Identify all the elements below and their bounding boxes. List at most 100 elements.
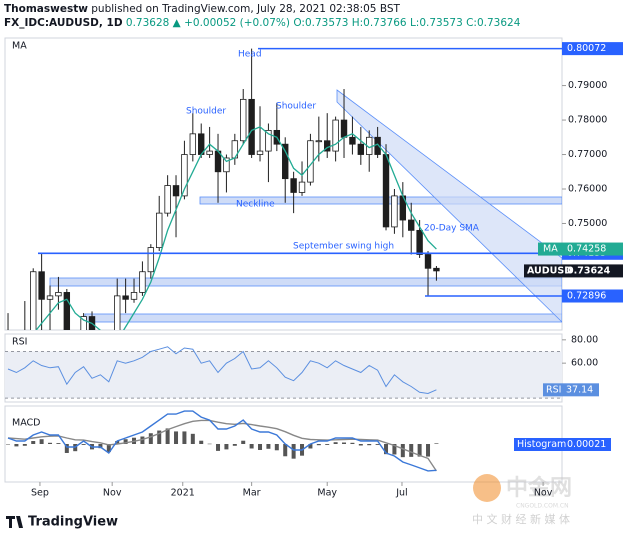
histogram-bar xyxy=(174,431,179,444)
candle-body xyxy=(290,178,297,193)
annotation: 20-Day SMA xyxy=(424,224,480,234)
close: C:0.73624 xyxy=(466,17,521,29)
histogram-bar xyxy=(123,439,128,444)
x-tick-label: Sep xyxy=(31,488,49,499)
candle-body xyxy=(408,219,415,231)
candle-body xyxy=(164,185,171,214)
histogram-bar xyxy=(31,441,36,444)
x-tick-label: Nov xyxy=(534,488,553,499)
histogram-bar xyxy=(182,431,187,444)
last-price-badge xyxy=(524,264,623,278)
candle-body xyxy=(63,292,71,330)
ma-badge-name: MA xyxy=(543,244,558,255)
price-pane xyxy=(4,37,563,331)
candle-body xyxy=(122,295,129,300)
change: ▲ +0.00052 (+0.07%) xyxy=(173,17,290,29)
histogram-bar xyxy=(81,444,86,445)
signal-line xyxy=(7,419,437,472)
histogram-bar xyxy=(224,444,229,450)
histogram-bar xyxy=(283,444,288,457)
histogram-bar xyxy=(350,442,355,444)
histogram-bar xyxy=(241,440,246,444)
candle-body xyxy=(189,133,197,155)
candle-body xyxy=(80,316,87,330)
rsi-badge xyxy=(543,383,599,397)
candle-body xyxy=(416,229,423,255)
x-tick-label: Jul xyxy=(395,488,407,499)
y-tick-label: 0.78000 xyxy=(568,115,607,126)
histogram-name: Histogram xyxy=(517,439,566,450)
histogram-bar xyxy=(266,444,271,449)
histogram-bar xyxy=(316,444,321,446)
lower-zone xyxy=(84,313,562,323)
histogram-bar xyxy=(39,439,44,444)
high: H:0.73766 xyxy=(352,17,407,29)
open: O:0.73573 xyxy=(293,17,348,29)
histogram-bar xyxy=(232,444,237,446)
support-zone xyxy=(49,277,562,287)
histogram-bar xyxy=(98,444,103,449)
histogram-bar xyxy=(22,444,27,446)
histogram-bar xyxy=(426,444,431,457)
header-symbol-line: FX_IDC:AUDUSD, 1D 0.73628 ▲ +0.00052 (+0… xyxy=(4,17,521,29)
candle-body xyxy=(5,341,11,348)
histogram-bar xyxy=(274,444,279,451)
candle-body xyxy=(223,157,230,173)
histogram-bar xyxy=(190,433,195,444)
histogram-bar xyxy=(342,442,347,444)
watermark-tagline: 中 文 财 经 新 媒 体 xyxy=(472,512,570,526)
histogram-bar xyxy=(392,444,397,455)
rsi-title: RSI xyxy=(12,337,27,348)
histogram-bar xyxy=(6,444,11,445)
candle-body xyxy=(391,195,398,228)
candle-body xyxy=(248,98,255,155)
level-badge xyxy=(562,42,623,56)
candle-body xyxy=(30,271,37,330)
last: 0.73628 xyxy=(126,17,169,29)
y-tick-label: 0.75000 xyxy=(568,218,607,229)
candle-body xyxy=(38,271,45,300)
histogram-bar xyxy=(409,444,414,457)
drawings xyxy=(49,89,562,323)
level-label: 0.72896 xyxy=(567,291,606,302)
histogram-bar xyxy=(333,442,338,444)
logo xyxy=(6,516,23,528)
rsi-badge-label: 37.14 xyxy=(566,384,593,395)
last-price-name: AUDUSD xyxy=(527,265,572,276)
histogram-bar xyxy=(291,444,296,459)
candle-body xyxy=(240,98,247,142)
rsi-tick-label: 80.00 xyxy=(571,334,598,345)
annotation: Shoulder xyxy=(276,102,316,112)
x-tick-label: 2021 xyxy=(171,488,195,499)
candle-body xyxy=(298,181,306,193)
y-tick-label: 0.79000 xyxy=(568,80,607,91)
histogram-bar xyxy=(106,444,111,453)
macd-title: MACD xyxy=(12,418,40,429)
histogram-value-box xyxy=(566,438,611,451)
histogram-bar xyxy=(325,444,330,445)
level-badge xyxy=(562,289,623,303)
histogram-label: 0.00021 xyxy=(567,439,606,450)
candle-body xyxy=(172,185,180,197)
histogram-bar xyxy=(358,444,363,446)
watermark-site: CNGOLD.COM.CN xyxy=(516,503,569,510)
candle-body xyxy=(256,150,264,155)
macd-line xyxy=(7,410,437,472)
annotation: September swing high xyxy=(293,242,394,252)
ma-badge xyxy=(538,242,623,256)
histogram-bar xyxy=(249,444,254,449)
candle-body xyxy=(424,254,432,269)
candle-body xyxy=(382,154,390,228)
histogram-bar xyxy=(400,444,405,458)
candle-body xyxy=(139,271,146,293)
y-tick-label: 0.77000 xyxy=(568,149,607,160)
watermark: 中金网 中 文 财 经 新 媒 体 CNGOLD.COM.CN xyxy=(472,474,572,526)
rsi-line xyxy=(7,346,437,395)
candle-body xyxy=(114,295,121,330)
annotation: Shoulder xyxy=(186,107,226,117)
candle-body xyxy=(332,119,339,152)
histogram-bar xyxy=(308,444,313,449)
histogram-bar xyxy=(157,430,162,444)
candle-body xyxy=(282,143,289,180)
